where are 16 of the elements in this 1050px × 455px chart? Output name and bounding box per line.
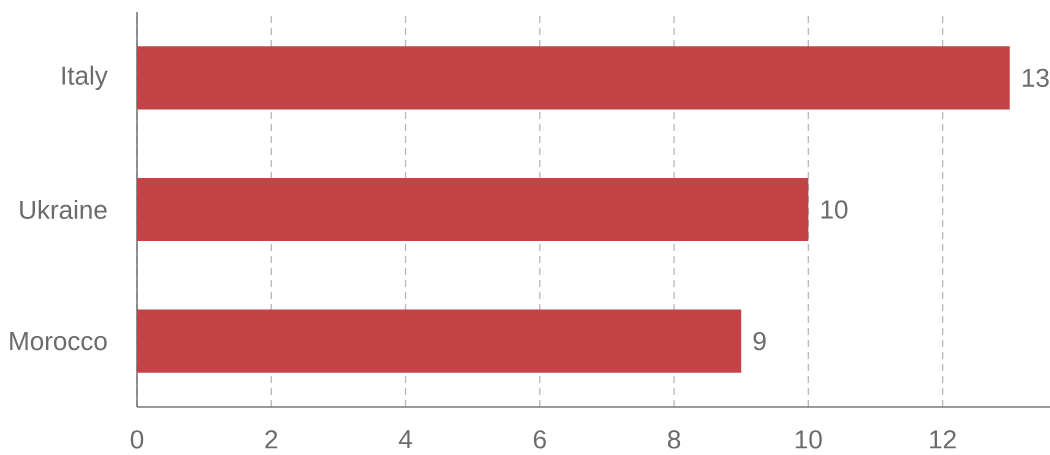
data-label: 13 <box>1022 68 1049 88</box>
x-tick-label: 8 <box>667 430 681 449</box>
data-label: 10 <box>821 200 848 219</box>
x-tick-label: 12 <box>930 430 956 449</box>
y-tick-label: Morocco <box>10 332 107 351</box>
x-tick-label: 6 <box>533 430 546 449</box>
x-tick-label: 2 <box>265 430 278 449</box>
y-tick-label: Italy <box>62 65 108 90</box>
data-label: 9 <box>753 331 766 351</box>
x-tick-label: 10 <box>795 430 822 449</box>
x-tick-label: 0 <box>130 430 144 449</box>
bar <box>137 309 742 373</box>
y-tick-label: Ukraine <box>20 199 107 220</box>
bar <box>137 46 1010 110</box>
bar <box>137 177 809 242</box>
x-tick-label: 4 <box>398 430 413 449</box>
